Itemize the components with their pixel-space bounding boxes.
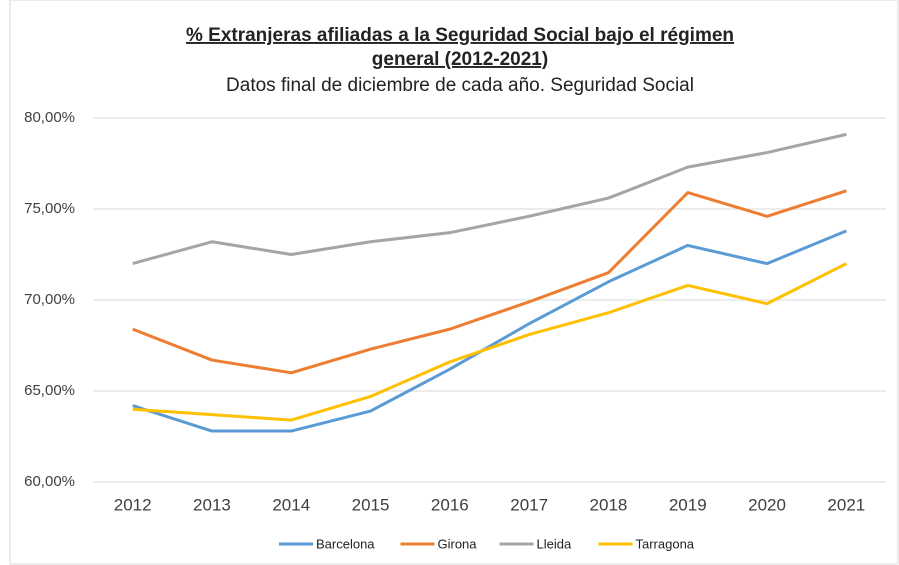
series-line: [132, 189, 847, 375]
x-tick-label: 2015: [352, 495, 390, 514]
chart-title: general (2012-2021): [372, 49, 548, 70]
legend-label: Tarragona: [636, 536, 695, 551]
chart-title: % Extranjeras afiliadas a la Seguridad S…: [186, 25, 734, 46]
chart-border: [9, 0, 899, 565]
x-tick-label: 2019: [669, 495, 707, 514]
legend-label: Lleida: [537, 536, 572, 551]
x-tick-label: 2016: [431, 495, 469, 514]
series-line: [132, 229, 847, 433]
series-line: [132, 262, 848, 422]
x-tick-label: 2013: [193, 495, 231, 514]
x-tick-label: 2017: [510, 495, 548, 514]
x-tick-label: 2018: [590, 495, 628, 514]
y-tick-label: 80,00%: [24, 109, 75, 126]
y-tick-label: 70,00%: [24, 291, 75, 308]
x-tick-label: 2014: [272, 495, 310, 514]
y-tick-label: 60,00%: [24, 473, 75, 490]
legend-label: Girona: [438, 536, 478, 551]
legend-label: Barcelona: [316, 536, 375, 551]
y-tick-label: 75,00%: [24, 200, 75, 217]
x-tick-label: 2012: [114, 495, 152, 514]
x-tick-label: 2020: [748, 495, 786, 514]
chart-subtitle: Datos final de diciembre de cada año. Se…: [226, 75, 694, 96]
y-tick-label: 65,00%: [24, 382, 75, 399]
x-tick-label: 2021: [827, 495, 865, 514]
series-line: [132, 132, 847, 266]
